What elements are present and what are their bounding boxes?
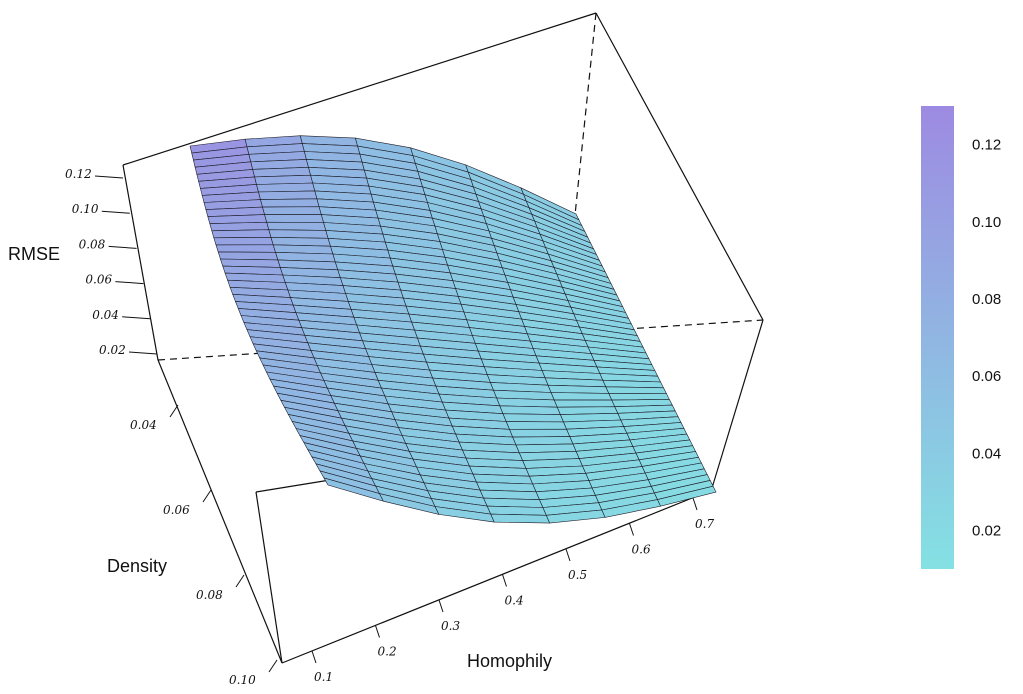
z-tick-mark bbox=[108, 245, 137, 249]
x-tick-label: 0.1 bbox=[314, 670, 333, 684]
surface-facet bbox=[215, 244, 276, 253]
box-edge bbox=[122, 12, 597, 166]
surface-facet bbox=[213, 236, 274, 246]
surface-facet bbox=[547, 384, 610, 394]
surface-facet bbox=[553, 399, 616, 408]
colorbar-tick-label: 0.10 bbox=[972, 214, 1001, 231]
x-tick-label: 0.2 bbox=[378, 645, 397, 659]
surface-facet bbox=[550, 392, 613, 401]
surface-facet bbox=[608, 393, 670, 401]
surface-facet bbox=[256, 182, 316, 193]
colorbar-tick-label: 0.08 bbox=[972, 291, 1001, 308]
x-tick-mark bbox=[629, 523, 634, 536]
colorbar: 0.02 0.04 0.06 0.08 0.10 0.12 bbox=[921, 106, 1001, 569]
z-tick-label: 0.04 bbox=[92, 308, 119, 322]
y-tick-label: 0.04 bbox=[130, 418, 157, 432]
colorbar-tick-label: 0.12 bbox=[972, 137, 1001, 154]
surface-facet bbox=[217, 251, 279, 261]
x-tick-label: 0.3 bbox=[441, 619, 460, 633]
surface-facet bbox=[505, 421, 568, 430]
z-tick-mark bbox=[128, 351, 158, 355]
surface-facet bbox=[211, 229, 272, 239]
x-tick-mark bbox=[565, 548, 571, 562]
y-tick-mark bbox=[268, 659, 278, 673]
x-axis-title: Homophily bbox=[467, 651, 552, 671]
x-tick-mark bbox=[311, 650, 317, 664]
surface-facet bbox=[490, 513, 551, 524]
y-tick-mark bbox=[169, 404, 179, 418]
box-edge bbox=[711, 319, 764, 489]
z-axis-title: RMSE bbox=[8, 244, 60, 264]
surface-facet bbox=[264, 214, 325, 223]
surface-facet bbox=[512, 436, 574, 446]
colorbar-ticks: 0.02 0.04 0.06 0.08 0.10 0.12 bbox=[972, 137, 1001, 540]
y-tick-mark bbox=[235, 574, 245, 588]
axis-ticks: 0.020.040.060.080.100.120.040.060.080.10… bbox=[65, 167, 714, 687]
y-tick-label: 0.10 bbox=[229, 673, 256, 687]
colorbar-tick-label: 0.06 bbox=[972, 368, 1001, 385]
surface-facet bbox=[657, 485, 717, 507]
surface-facet bbox=[209, 221, 270, 232]
x-tick-label: 0.5 bbox=[568, 568, 587, 582]
z-tick-label: 0.02 bbox=[99, 343, 126, 357]
x-tick-label: 0.7 bbox=[695, 517, 714, 531]
box-edge-hidden bbox=[574, 12, 597, 216]
box-edge bbox=[595, 12, 764, 321]
box-edge bbox=[255, 479, 331, 493]
y-tick-mark bbox=[202, 489, 212, 503]
x-tick-mark bbox=[502, 574, 507, 587]
x-tick-label: 0.6 bbox=[632, 543, 651, 557]
surface-facet bbox=[258, 190, 318, 200]
x-tick-mark bbox=[438, 599, 444, 613]
x-tick-mark bbox=[375, 625, 380, 638]
surface-facet bbox=[605, 386, 667, 394]
box-edge bbox=[281, 489, 713, 664]
y-tick-label: 0.06 bbox=[163, 503, 190, 517]
colorbar-gradient bbox=[921, 106, 954, 569]
surface-facet bbox=[262, 206, 322, 215]
colorbar-tick-label: 0.04 bbox=[972, 445, 1001, 462]
surface-facet bbox=[509, 428, 571, 438]
z-tick-label: 0.08 bbox=[79, 237, 106, 251]
x-tick-label: 0.4 bbox=[505, 594, 524, 608]
surface-facet bbox=[499, 405, 561, 415]
z-tick-mark bbox=[94, 175, 124, 179]
surface-facet bbox=[268, 229, 329, 239]
box-edge bbox=[157, 359, 283, 664]
box-edge bbox=[255, 491, 283, 664]
z-tick-label: 0.10 bbox=[72, 202, 99, 216]
surface-facet bbox=[266, 221, 327, 231]
z-tick-label: 0.12 bbox=[65, 167, 92, 181]
y-tick-label: 0.08 bbox=[196, 588, 223, 602]
x-tick-mark bbox=[692, 497, 698, 511]
y-axis-title: Density bbox=[107, 556, 167, 576]
z-tick-mark bbox=[101, 210, 130, 214]
surface-facet bbox=[260, 198, 320, 208]
surface-facet bbox=[502, 413, 564, 423]
surface-mesh bbox=[189, 135, 717, 524]
z-tick-mark bbox=[122, 316, 151, 320]
colorbar-tick-label: 0.02 bbox=[972, 522, 1001, 539]
z-tick-mark bbox=[115, 281, 144, 285]
box-edge bbox=[122, 164, 159, 361]
z-tick-label: 0.06 bbox=[85, 273, 112, 287]
